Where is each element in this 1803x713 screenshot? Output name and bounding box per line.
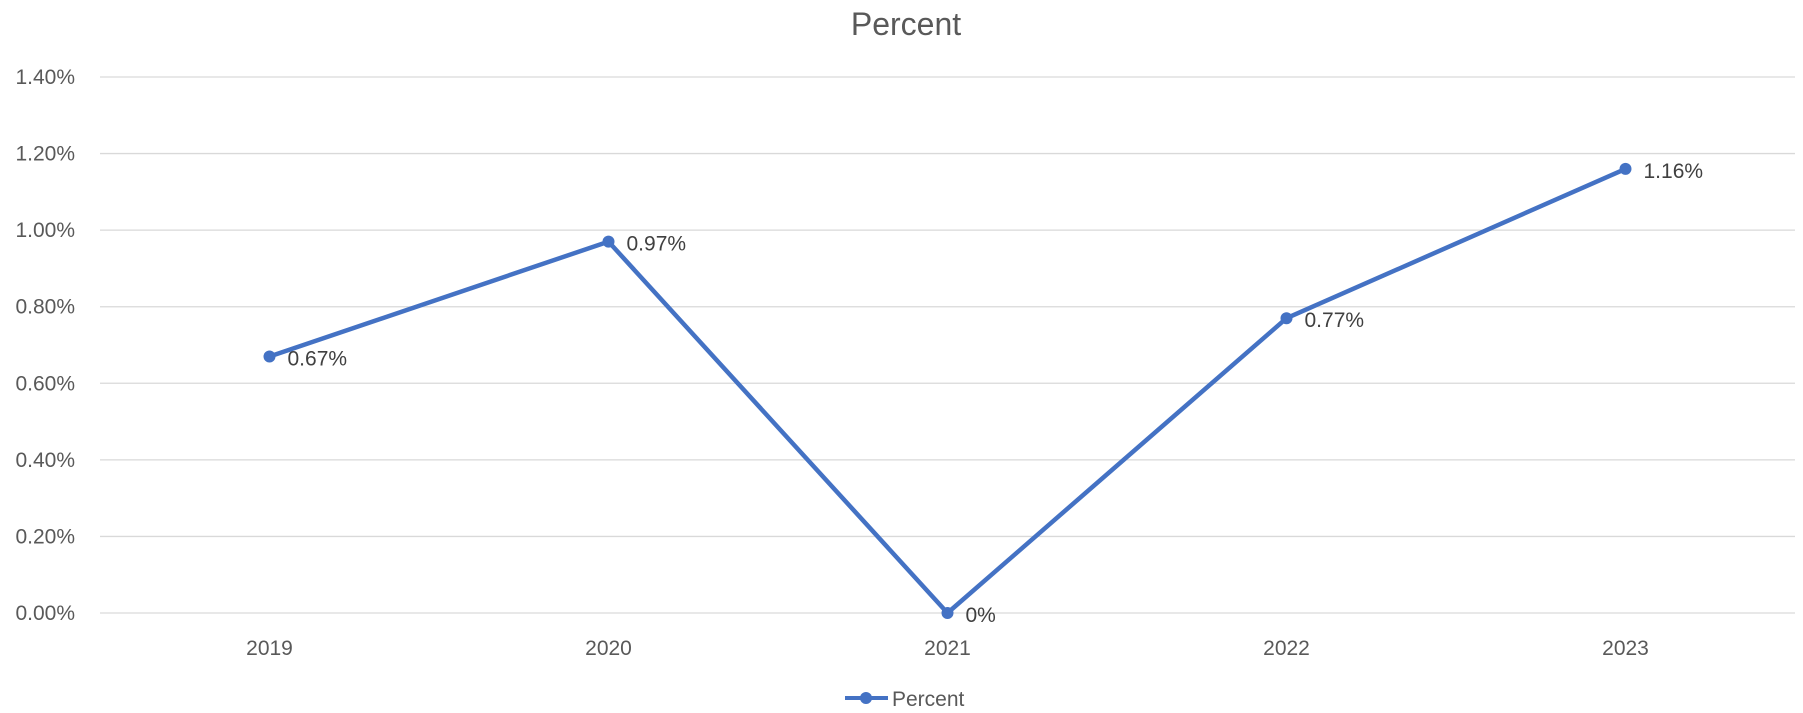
x-tick-label: 2021: [924, 637, 971, 660]
series-line: [268, 166, 1627, 616]
legend-label: Percent: [892, 688, 965, 711]
x-axis-ticks: 2019 2020 2021 2022 2023: [246, 637, 1649, 660]
gridlines: [100, 76, 1795, 614]
x-tick-label: 2022: [1263, 637, 1310, 660]
data-point: [263, 350, 276, 363]
y-tick-label: 1.00%: [15, 219, 75, 242]
data-point: [941, 607, 954, 619]
y-tick-label: 1.20%: [15, 143, 75, 166]
data-point: [1619, 162, 1632, 175]
legend: Percent: [845, 688, 965, 711]
data-label: 1.16%: [1644, 160, 1704, 183]
y-tick-label: 0.00%: [15, 602, 75, 625]
data-label: 0.77%: [1305, 309, 1365, 332]
series-percent: [263, 162, 1632, 619]
x-tick-label: 2023: [1602, 637, 1649, 660]
legend-swatch-marker: [860, 692, 872, 704]
x-tick-label: 2020: [585, 637, 632, 660]
y-axis-ticks: 0.00% 0.20% 0.40% 0.60% 0.80% 1.00% 1.20% 1.40%: [15, 66, 75, 625]
data-labels: 0.67% 0.97% 0% 0.77% 1.16%: [288, 160, 1704, 627]
y-tick-label: 0.40%: [15, 449, 75, 472]
data-point: [1280, 312, 1293, 325]
y-tick-label: 0.20%: [15, 525, 75, 548]
data-label: 0%: [966, 604, 996, 627]
y-tick-label: 0.60%: [15, 372, 75, 395]
data-label: 0.97%: [627, 233, 687, 256]
y-tick-label: 1.40%: [15, 66, 75, 89]
data-point: [602, 235, 615, 248]
x-tick-label: 2019: [246, 637, 293, 660]
y-tick-label: 0.80%: [15, 296, 75, 319]
chart-title: Percent: [851, 6, 961, 42]
data-label: 0.67%: [288, 347, 348, 370]
